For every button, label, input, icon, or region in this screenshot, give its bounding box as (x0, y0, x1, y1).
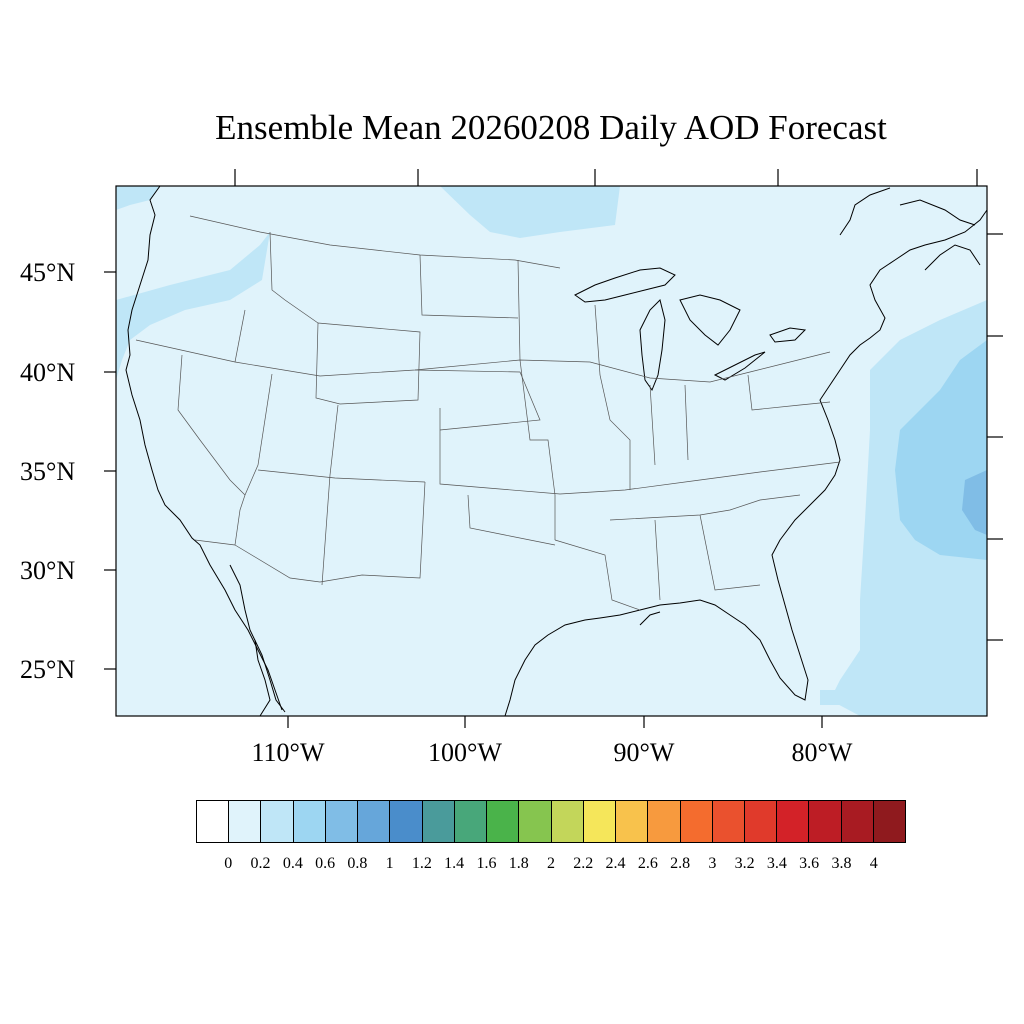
coastlines (125, 185, 988, 717)
colorbar-label: 2.4 (605, 855, 626, 872)
lon-label-100w: 100°W (428, 738, 502, 767)
colorbar-bin (197, 801, 230, 842)
colorbar-bin (809, 801, 842, 842)
lon-label-90w: 90°W (613, 738, 675, 767)
colorbar-label: 3.6 (799, 855, 820, 872)
colorbar-bin (519, 801, 552, 842)
colorbar-bin (551, 801, 584, 842)
colorbar-label: 0.8 (347, 855, 368, 872)
great-lakes (574, 267, 807, 392)
map-ticks (104, 169, 1003, 728)
colorbar-label: 0 (224, 855, 233, 872)
state-borders (135, 215, 841, 611)
colorbar-bin (744, 801, 778, 842)
colorbar-bin (422, 801, 455, 842)
colorbar-label: 1 (385, 855, 394, 872)
colorbar-bin (229, 801, 262, 842)
lat-label-40: 40°N (20, 358, 76, 387)
colorbar-label: 3.4 (766, 855, 787, 872)
colorbar-bin (261, 801, 294, 842)
colorbar-bin (358, 801, 391, 842)
colorbar-label: 2.6 (637, 855, 658, 872)
colorbar-label: 2.2 (573, 855, 594, 872)
lon-label-80w: 80°W (791, 738, 853, 767)
colorbar-bin (680, 801, 713, 842)
colorbar-bin (777, 801, 810, 842)
lat-label-30: 30°N (20, 556, 76, 585)
colorbar-label: 1.8 (508, 855, 529, 872)
colorbar-label: 0.6 (315, 855, 336, 872)
colorbar-bin (454, 801, 488, 842)
lat-label-45: 45°N (20, 258, 76, 287)
colorbar (196, 800, 906, 843)
colorbar-bin (648, 801, 681, 842)
colorbar-label: 1.6 (476, 855, 497, 872)
colorbar-bin (712, 801, 745, 842)
colorbar-label: 3.8 (831, 855, 852, 872)
lat-label-25: 25°N (20, 655, 76, 684)
lat-label-35: 35°N (20, 457, 76, 486)
colorbar-label: 1.2 (411, 855, 432, 872)
colorbar-label: 3.2 (734, 855, 755, 872)
map-frame (115, 185, 988, 717)
colorbar-label: 2 (547, 855, 555, 872)
aod-shading-high (962, 470, 987, 535)
colorbar-bin (616, 801, 649, 842)
colorbar-bin (325, 801, 359, 842)
map-title: Ensemble Mean 20260208 Daily AOD Forecas… (215, 108, 887, 147)
colorbar-label: 0.4 (282, 855, 303, 872)
colorbar-label: 0.2 (250, 855, 271, 872)
colorbar-bin (487, 801, 520, 842)
colorbar-bin (583, 801, 617, 842)
colorbar-label: 1.4 (444, 855, 465, 872)
colorbar-bin (293, 801, 326, 842)
colorbar-label: 3 (708, 855, 717, 872)
colorbar-bin (841, 801, 874, 842)
colorbar-label: 4 (869, 855, 878, 872)
colorbar-bin (390, 801, 423, 842)
colorbar-bin (873, 801, 906, 842)
colorbar-label: 2.8 (670, 855, 691, 872)
lon-label-110w: 110°W (251, 738, 325, 767)
